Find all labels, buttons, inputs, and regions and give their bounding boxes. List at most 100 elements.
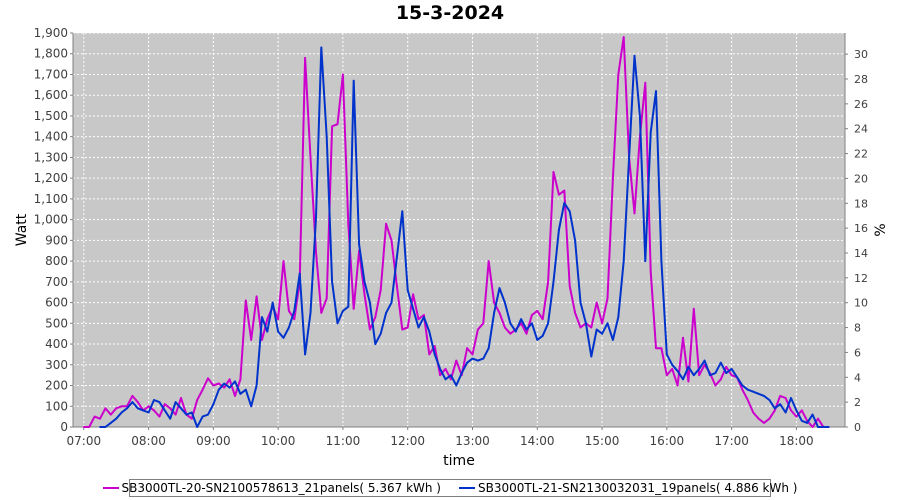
data-point-series-1 — [595, 301, 598, 304]
data-point-series-1 — [255, 295, 258, 298]
data-point-series-1 — [217, 382, 220, 385]
data-point-series-1 — [493, 301, 495, 304]
y2-tick-label: 20 — [854, 172, 868, 185]
data-point-series-1 — [228, 378, 231, 381]
data-point-series-1 — [790, 409, 792, 412]
y2-tick-label: 30 — [854, 48, 868, 61]
data-point-series-1 — [99, 417, 101, 420]
data-point-series-1 — [536, 310, 539, 312]
data-point-series-1 — [746, 399, 749, 401]
data-point-series-1 — [433, 345, 436, 347]
data-point-series-2 — [239, 392, 242, 395]
data-point-series-2 — [223, 382, 226, 385]
axes — [72, 33, 846, 428]
data-point-series-2 — [109, 422, 112, 424]
data-point-series-2 — [746, 388, 749, 391]
data-point-series-1 — [752, 411, 755, 414]
data-point-series-2 — [617, 316, 620, 318]
data-point-series-2 — [190, 411, 193, 414]
data-point-series-2 — [315, 218, 317, 221]
data-point-series-1 — [417, 318, 420, 321]
data-point-series-2 — [601, 332, 603, 335]
data-point-series-1 — [450, 378, 452, 381]
data-point-series-2 — [379, 332, 382, 335]
data-point-series-1 — [617, 73, 620, 76]
y2-tick-label: 8 — [854, 322, 861, 335]
data-point-series-2 — [455, 384, 458, 387]
x-tick-label: 18:00 — [779, 434, 814, 448]
data-point-series-1 — [342, 73, 344, 76]
data-point-series-2 — [466, 361, 468, 364]
x-tick-label: 17:00 — [714, 434, 749, 448]
x-tick-label: 09:00 — [196, 434, 231, 448]
data-point-series-2 — [714, 372, 717, 374]
data-point-series-2 — [417, 326, 420, 329]
data-point-series-1 — [428, 353, 431, 356]
data-point-series-1 — [471, 353, 474, 356]
data-point-series-1 — [385, 222, 387, 225]
data-point-series-1 — [147, 405, 150, 408]
legend: SB3000TL-20-SN2100578613_21panels( 5.367… — [102, 479, 797, 497]
legend-item-series-2[interactable]: SB3000TL-21-SN2130032031_19panels( 4.886… — [459, 481, 797, 495]
series-layer — [82, 36, 830, 428]
y2-tick-label: 2 — [854, 396, 861, 409]
data-point-series-1 — [190, 417, 193, 420]
data-point-series-1 — [93, 415, 96, 418]
data-point-series-1 — [644, 81, 647, 84]
data-point-series-1 — [115, 407, 118, 410]
data-point-series-1 — [288, 310, 290, 312]
data-point-series-1 — [109, 413, 112, 416]
data-point-series-1 — [374, 316, 377, 318]
legend-item-series-1[interactable]: SB3000TL-20-SN2100578613_21panels( 5.367… — [102, 481, 441, 495]
data-point-series-2 — [136, 407, 139, 410]
data-point-series-1 — [293, 318, 296, 321]
data-point-series-2 — [633, 54, 636, 57]
data-point-series-1 — [379, 289, 382, 291]
y-tick-label: 100 — [45, 399, 68, 413]
data-point-series-2 — [180, 407, 182, 410]
data-point-series-2 — [487, 347, 490, 350]
data-point-series-1 — [439, 374, 441, 377]
y-tick-label: 500 — [45, 316, 68, 330]
y2-tick-label: 4 — [854, 371, 861, 384]
data-point-series-1 — [817, 417, 819, 420]
data-point-series-1 — [282, 260, 285, 262]
data-point-series-1 — [477, 328, 479, 331]
data-point-series-1 — [568, 285, 571, 287]
data-point-series-1 — [180, 397, 182, 399]
data-point-series-2 — [158, 401, 161, 403]
data-point-series-2 — [698, 368, 701, 370]
data-point-series-1 — [725, 366, 728, 368]
data-point-series-1 — [244, 299, 247, 302]
data-point-series-2 — [752, 390, 755, 393]
data-point-series-1 — [698, 374, 701, 377]
data-point-series-1 — [120, 405, 123, 408]
data-point-series-2 — [768, 399, 771, 401]
data-point-series-2 — [779, 403, 782, 406]
data-point-series-2 — [201, 415, 204, 418]
data-point-series-2 — [120, 411, 123, 414]
data-point-series-2 — [234, 380, 236, 383]
x-tick-label: 15:00 — [585, 434, 620, 448]
data-point-series-1 — [304, 57, 306, 59]
data-point-series-2 — [174, 401, 177, 403]
data-point-series-2 — [730, 368, 733, 370]
data-point-series-2 — [568, 210, 571, 213]
data-point-series-1 — [104, 407, 107, 410]
y-tick-label: 1,200 — [34, 171, 68, 185]
y2-tick-label: 22 — [854, 148, 868, 161]
data-point-series-1 — [234, 395, 236, 397]
data-point-series-2 — [309, 312, 312, 314]
data-point-series-2 — [406, 289, 409, 291]
data-point-series-2 — [644, 260, 647, 262]
data-point-series-2 — [606, 322, 609, 325]
x-tick-label: 14:00 — [520, 434, 555, 448]
data-point-series-1 — [757, 417, 760, 420]
data-point-series-1 — [444, 368, 447, 370]
data-point-series-2 — [115, 417, 118, 420]
data-point-series-2 — [293, 310, 296, 312]
data-point-series-1 — [309, 156, 312, 159]
data-point-series-1 — [671, 368, 674, 370]
y-tick-label: 1,800 — [34, 47, 68, 61]
